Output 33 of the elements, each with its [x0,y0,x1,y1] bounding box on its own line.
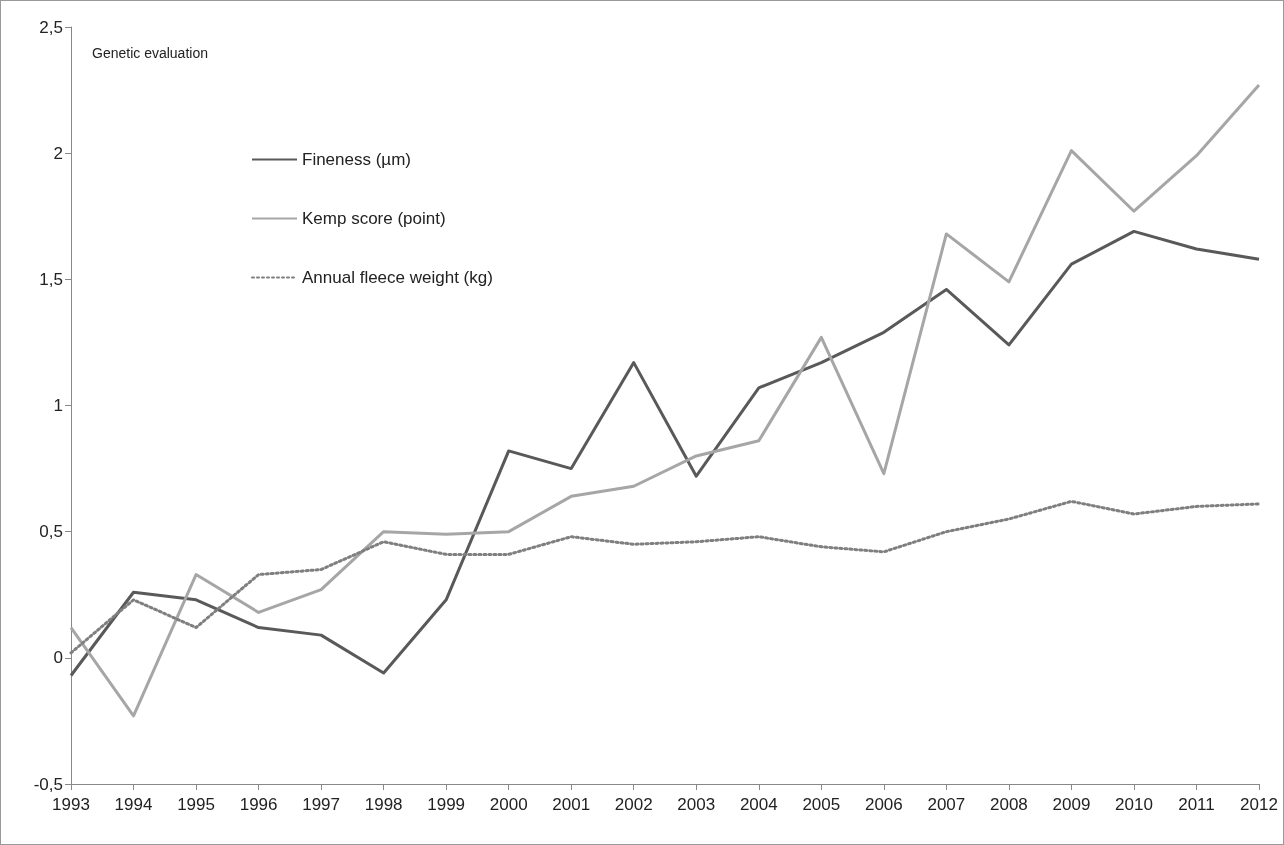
x-tick-label: 2011 [1178,795,1215,814]
x-tick-label: 1996 [239,795,278,814]
y-tick-label: 0 [53,648,63,668]
y-tick-label: 2 [53,143,63,163]
x-tick-label: 2010 [1115,795,1153,814]
x-tick-label: 2002 [614,795,653,814]
x-tick-label: 2003 [677,795,716,814]
x-tick-label: 1997 [302,795,341,814]
line-series [69,83,1261,718]
x-tick-label: 2012 [1240,795,1278,814]
x-tick-label: 1993 [52,795,90,814]
y-axis-title: Genetic evaluation [92,45,208,61]
y-tick-label: 0,5 [39,522,63,542]
x-tick-label: 2007 [927,795,966,814]
legend-label: Annual fleece weight (kg) [302,268,493,287]
x-tick-label: 1994 [114,795,153,814]
y-tick-label: 1 [53,396,63,415]
x-tick-label: 1999 [427,795,466,814]
x-tick-label: 2000 [489,795,528,814]
line-series [69,229,1261,677]
y-tick-label: 1,5 [39,269,63,289]
x-tick-label: 2006 [864,795,903,814]
x-tick-label: 2005 [802,795,841,814]
legend-label: Kemp score (point) [302,209,446,228]
x-tick-label: 2004 [739,795,778,814]
x-tick-label: 2009 [1052,795,1091,814]
legend-label: Fineness (µm) [302,150,411,169]
x-tick-label: 1998 [364,795,403,814]
y-tick-label: -0,5 [33,774,63,794]
y-tick-label: 2,5 [39,17,63,37]
x-tick-label: 2008 [989,795,1028,814]
x-tick-label: 2001 [552,795,591,814]
x-tick-label: 1995 [177,795,215,814]
